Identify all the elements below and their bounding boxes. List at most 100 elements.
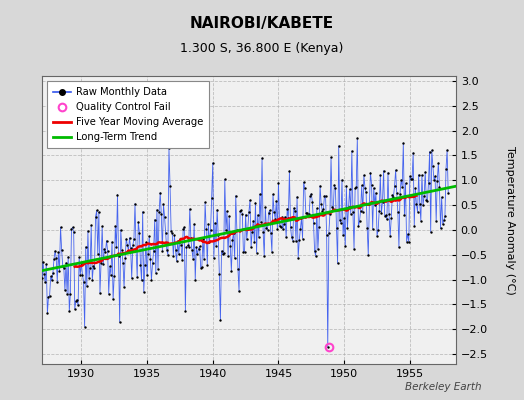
Point xyxy=(322,232,331,238)
Point xyxy=(130,236,138,243)
Point xyxy=(340,215,348,222)
Point xyxy=(48,277,56,284)
Point xyxy=(178,256,187,263)
Point xyxy=(429,163,437,170)
Point xyxy=(71,306,79,312)
Point xyxy=(262,225,270,232)
Point xyxy=(171,247,180,254)
Point xyxy=(375,208,384,214)
Point xyxy=(168,230,177,236)
Point xyxy=(377,210,386,216)
Point xyxy=(390,183,399,190)
Point xyxy=(167,228,176,235)
Point xyxy=(281,214,289,220)
Point xyxy=(193,251,202,258)
Point xyxy=(174,251,183,258)
Point xyxy=(255,234,263,240)
Point xyxy=(154,265,162,272)
Point xyxy=(289,237,297,244)
Point xyxy=(302,209,310,216)
Point xyxy=(59,263,67,269)
Point xyxy=(83,283,91,290)
Point xyxy=(419,202,427,208)
Point xyxy=(169,252,178,259)
Point xyxy=(303,210,311,216)
Point xyxy=(278,214,286,220)
Point xyxy=(406,173,414,180)
Point xyxy=(408,176,416,182)
Point xyxy=(127,275,136,281)
Point xyxy=(206,227,215,234)
Point xyxy=(176,236,184,242)
Point xyxy=(182,244,191,250)
Point xyxy=(166,183,174,189)
Point xyxy=(410,222,419,229)
Point xyxy=(147,277,156,283)
Point xyxy=(372,190,380,196)
Point xyxy=(108,239,116,245)
Point xyxy=(143,272,151,278)
Point xyxy=(412,201,421,208)
Point xyxy=(268,248,276,255)
Point xyxy=(106,263,114,270)
Point xyxy=(305,211,313,217)
Point xyxy=(139,289,148,295)
Point xyxy=(103,248,112,254)
Point xyxy=(367,181,376,188)
Point xyxy=(159,201,168,208)
Point xyxy=(119,260,127,266)
Point xyxy=(407,176,415,182)
Point xyxy=(111,223,119,230)
Point xyxy=(273,226,281,232)
Point xyxy=(318,208,326,214)
Point xyxy=(177,242,185,248)
Point xyxy=(434,160,443,166)
Point xyxy=(225,213,233,219)
Point xyxy=(230,230,238,236)
Point xyxy=(383,216,391,222)
Point xyxy=(244,225,252,232)
Point xyxy=(160,214,169,220)
Point xyxy=(409,150,417,156)
Point xyxy=(152,206,161,213)
Point xyxy=(265,210,273,216)
Point xyxy=(173,238,182,244)
Point xyxy=(311,253,320,259)
Point xyxy=(258,155,266,161)
Point xyxy=(277,224,285,230)
Point xyxy=(41,279,49,286)
Point xyxy=(315,224,323,230)
Point xyxy=(405,239,413,246)
Point xyxy=(319,206,328,212)
Legend: Raw Monthly Data, Quality Control Fail, Five Year Moving Average, Long-Term Tren: Raw Monthly Data, Quality Control Fail, … xyxy=(47,81,209,148)
Point xyxy=(115,319,124,325)
Point xyxy=(69,224,77,230)
Point xyxy=(45,293,53,300)
Point xyxy=(148,260,157,266)
Point xyxy=(314,246,322,252)
Point xyxy=(337,220,345,227)
Point xyxy=(442,165,450,172)
Point xyxy=(444,190,452,196)
Point xyxy=(358,208,367,215)
Point xyxy=(424,179,433,186)
Point xyxy=(54,249,62,256)
Point xyxy=(369,185,378,191)
Point xyxy=(120,284,128,290)
Point xyxy=(344,204,353,210)
Point xyxy=(156,189,165,196)
Point xyxy=(98,223,106,230)
Point xyxy=(223,208,231,214)
Point xyxy=(359,172,368,178)
Point xyxy=(51,248,59,254)
Point xyxy=(236,208,244,214)
Point xyxy=(433,177,441,184)
Point xyxy=(271,216,279,222)
Point xyxy=(345,186,354,192)
Point xyxy=(184,244,193,250)
Point xyxy=(285,168,293,174)
Point xyxy=(439,221,447,228)
Point xyxy=(395,244,403,250)
Point xyxy=(280,221,288,227)
Point xyxy=(235,288,243,294)
